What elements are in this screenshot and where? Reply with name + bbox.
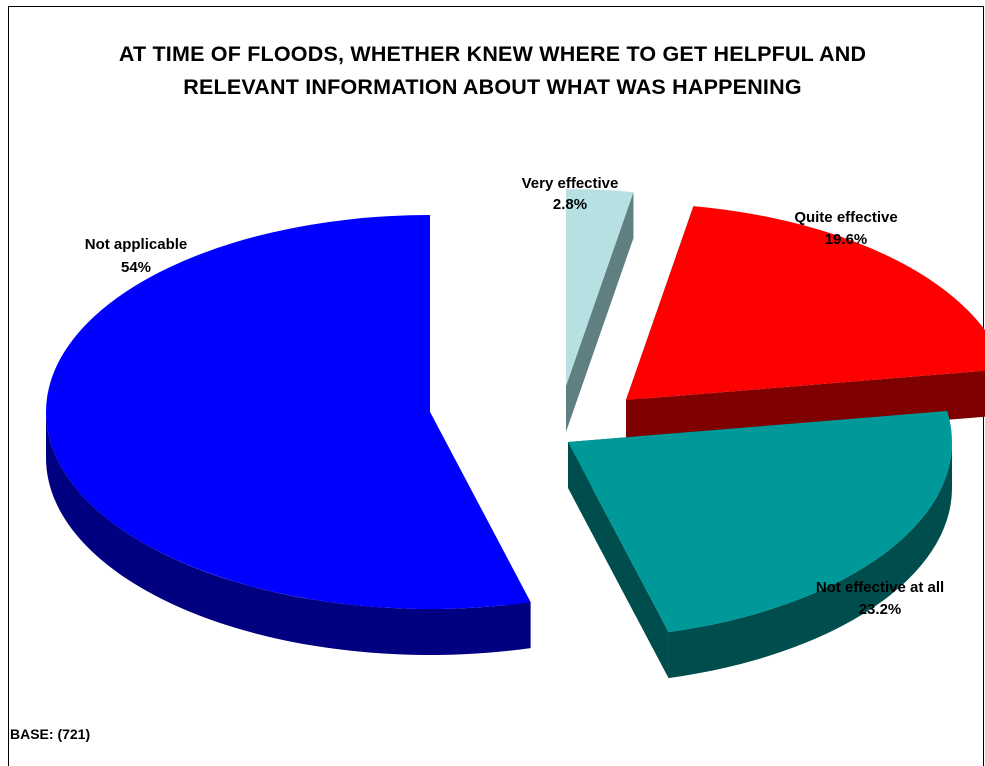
slice-top-quite-effective xyxy=(626,206,985,400)
slice-cut-very-effective-1 xyxy=(566,192,634,432)
pie-slice-not-applicable xyxy=(45,215,531,655)
slice-value-not-effective: 23.2% xyxy=(859,601,902,618)
pie-slice-quite-effective xyxy=(626,206,985,446)
slice-label-very-effective: Very effective xyxy=(522,175,619,192)
pie-slices xyxy=(45,189,985,679)
slice-top-very-effective xyxy=(566,189,634,386)
slice-side-not-effective xyxy=(668,442,952,679)
slice-top-not-effective xyxy=(568,411,952,633)
pie-slice-not-effective xyxy=(568,411,952,679)
slice-cut-quite-effective-1 xyxy=(626,370,985,446)
slice-label-not-effective: Not effective at all xyxy=(816,579,944,596)
pie-slice-very-effective xyxy=(566,189,634,432)
base-footnote: BASE: (721) xyxy=(10,726,91,742)
slice-value-not-applicable: 54% xyxy=(121,259,151,276)
slice-top-not-applicable xyxy=(45,215,531,609)
slice-label-quite-effective: Quite effective xyxy=(794,209,897,226)
chart-title-line-1: AT TIME OF FLOODS, WHETHER KNEW WHERE TO… xyxy=(118,42,867,66)
chart-title-line-2: RELEVANT INFORMATION ABOUT WHAT WAS HAPP… xyxy=(183,75,802,99)
pie-chart: Very effective 2.8% Quite effective 19.6… xyxy=(45,175,985,679)
chart-title: AT TIME OF FLOODS, WHETHER KNEW WHERE TO… xyxy=(0,38,985,104)
slice-value-very-effective: 2.8% xyxy=(553,196,587,213)
slice-cut-not-effective-1 xyxy=(568,442,669,679)
slice-side-not-applicable xyxy=(46,412,531,655)
slice-label-not-applicable: Not applicable xyxy=(85,236,188,253)
slice-value-quite-effective: 19.6% xyxy=(825,231,868,248)
